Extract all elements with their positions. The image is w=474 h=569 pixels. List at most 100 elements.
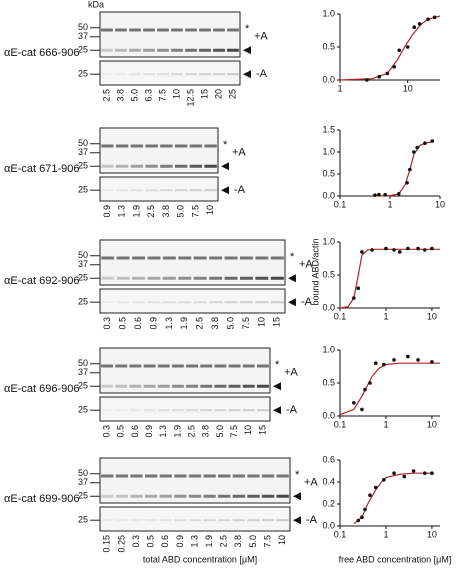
band <box>101 164 114 168</box>
data-point <box>363 387 367 392</box>
plus-actin: +A <box>299 259 313 271</box>
band <box>200 409 213 412</box>
data-point <box>422 248 427 252</box>
band <box>101 73 113 76</box>
band <box>186 364 199 368</box>
data-point <box>408 167 412 172</box>
data-point <box>352 401 356 405</box>
data-point <box>406 246 410 251</box>
band <box>129 48 141 52</box>
band <box>189 164 203 168</box>
band <box>209 256 223 260</box>
band <box>115 28 127 32</box>
band <box>145 189 158 192</box>
band <box>143 364 156 368</box>
data-point <box>363 507 367 512</box>
band <box>213 73 225 76</box>
lane-label: 7.5 <box>241 317 251 330</box>
lane-label: 2.5 <box>219 535 229 548</box>
data-point <box>392 358 396 362</box>
band <box>116 276 130 280</box>
data-point <box>432 15 437 20</box>
band <box>101 189 114 192</box>
plus-actin: +A <box>284 367 298 379</box>
band <box>132 276 146 280</box>
band <box>129 384 142 388</box>
band <box>160 144 173 148</box>
band <box>159 519 172 522</box>
band <box>115 364 128 368</box>
lane-label: 3.8 <box>233 535 243 548</box>
data-point <box>416 246 420 251</box>
data-point <box>415 145 420 150</box>
marker-label: 37 <box>78 259 88 269</box>
fit-curve <box>353 472 432 525</box>
fit-curve <box>339 362 440 416</box>
plus-actin: +A <box>304 477 318 489</box>
construct-label: αE-cat 671-906 <box>4 163 79 175</box>
marker-label: 37 <box>78 31 88 41</box>
band <box>228 409 241 412</box>
band <box>143 48 155 52</box>
arrowhead <box>288 274 296 283</box>
lane-label: 1.3 <box>164 317 174 330</box>
gel-lower <box>99 176 219 202</box>
band <box>116 256 130 260</box>
lane-label: 5.0 <box>176 205 186 218</box>
y-tick-label: 0.6 <box>322 454 335 464</box>
band <box>209 301 223 304</box>
band <box>185 73 197 76</box>
data-point <box>356 286 361 291</box>
data-point <box>356 518 361 523</box>
data-point <box>368 381 372 385</box>
x-tick-label: 1 <box>383 311 388 321</box>
lane-label: 0.3 <box>131 535 141 548</box>
lane-label: 0.9 <box>175 535 185 548</box>
lane-label: 15 <box>257 425 267 435</box>
marker-label: 50 <box>78 250 88 260</box>
band <box>147 256 161 260</box>
band <box>255 276 269 280</box>
band <box>130 144 144 148</box>
band <box>130 494 143 498</box>
arrowhead <box>221 162 229 171</box>
lane-label: 7.5 <box>190 205 200 218</box>
data-point <box>430 139 435 143</box>
star: * <box>275 359 280 371</box>
band <box>101 474 114 478</box>
marker-label: 25 <box>78 297 88 307</box>
band <box>171 48 183 52</box>
minus-actin: -A <box>286 404 298 416</box>
band <box>129 364 142 368</box>
band <box>147 276 161 280</box>
band <box>232 519 245 522</box>
data-point <box>384 246 388 251</box>
lane-label: 1.3 <box>117 205 127 218</box>
lane-label: 0.5 <box>118 317 128 330</box>
data-point <box>430 471 434 476</box>
lane-label: 7.5 <box>157 89 167 102</box>
band <box>101 48 113 52</box>
band <box>255 301 269 304</box>
band <box>185 28 197 32</box>
band <box>199 28 211 32</box>
band <box>224 276 238 280</box>
band <box>270 301 284 304</box>
data-point <box>426 17 430 22</box>
band <box>115 189 129 192</box>
kda-label: kDa <box>88 0 104 9</box>
band <box>115 384 128 388</box>
band <box>157 28 169 32</box>
band <box>218 474 231 478</box>
band <box>227 73 239 76</box>
x-tick-label: 0.1 <box>334 311 347 321</box>
data-point <box>383 192 387 197</box>
band <box>188 519 202 522</box>
lane-label: 5.0 <box>225 317 235 330</box>
band <box>157 73 169 76</box>
marker-label: 37 <box>78 147 88 157</box>
marker-label: 25 <box>78 161 88 171</box>
band <box>203 519 216 522</box>
data-point <box>360 250 364 254</box>
arrowhead <box>293 492 301 501</box>
